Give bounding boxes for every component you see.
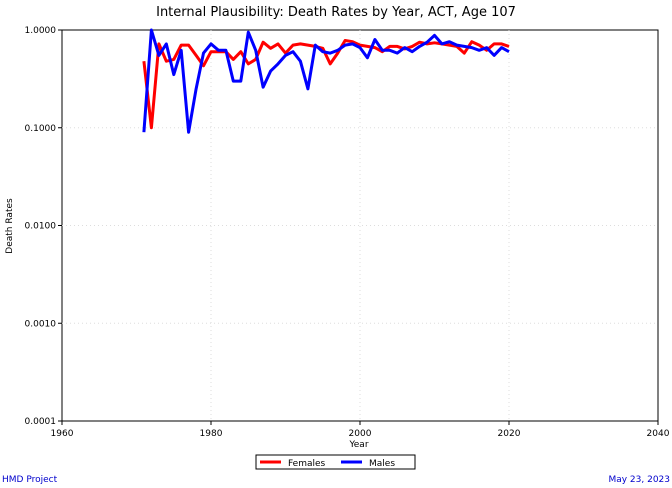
footer-source: HMD Project: [2, 475, 58, 485]
x-tick-label: 1980: [200, 429, 223, 439]
x-axis-label: Year: [348, 440, 368, 450]
x-tick-label: 2000: [349, 429, 372, 439]
y-tick-label: 1.0000: [25, 26, 57, 36]
series-line-females: [142, 39, 510, 130]
y-tick-label: 0.0001: [25, 417, 57, 427]
chart-title: Internal Plausibility: Death Rates by Ye…: [156, 5, 516, 20]
axis-ticks: 1960 1980 2000 2020 2040 0.0001 0.0010 0.0100 0.…: [25, 26, 670, 439]
x-tick-label: 1960: [51, 429, 74, 439]
y-tick-label: 0.0100: [25, 222, 57, 232]
legend-label-males: Males: [369, 459, 395, 469]
legend-label-females: Females: [288, 459, 326, 469]
grid-lines: [62, 30, 658, 421]
footer-date: May 23, 2023: [608, 475, 670, 485]
x-tick-label: 2040: [647, 429, 670, 439]
legend: Females Males: [255, 454, 416, 470]
x-tick-label: 2020: [498, 429, 521, 439]
series-line-males: [142, 28, 510, 134]
series-layer: [142, 28, 510, 134]
legend-box: [255, 454, 416, 470]
y-tick-label: 0.1000: [25, 124, 57, 134]
y-axis-label: Death Rates: [5, 198, 15, 254]
y-tick-label: 0.0010: [25, 319, 57, 329]
